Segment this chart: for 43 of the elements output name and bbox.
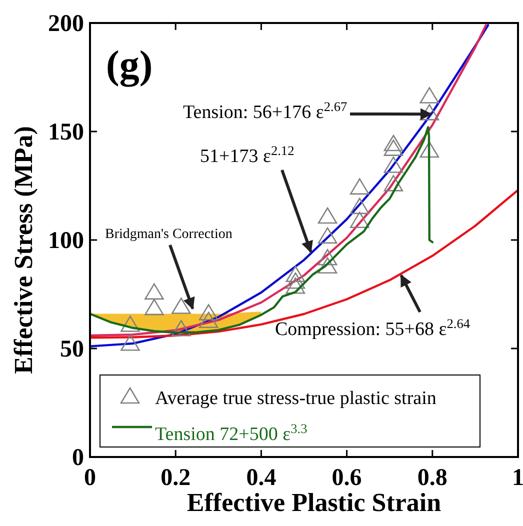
- x-tick-label: 0.8: [417, 465, 448, 491]
- point: [318, 249, 338, 266]
- point: [384, 134, 404, 152]
- x-tick-label: 0.2: [160, 465, 191, 491]
- point: [172, 320, 191, 336]
- point: [384, 140, 404, 156]
- point: [420, 141, 440, 158]
- y-tick-label: 100: [48, 228, 84, 254]
- annotation: 51+173 ε$^{2.12}$: [200, 142, 294, 167]
- annotation: Compression: 55+68 ε$^{2.64}$: [275, 316, 470, 340]
- legend-label: Average true stress-true plastic strain: [155, 388, 437, 409]
- point: [120, 334, 140, 351]
- point: [172, 298, 191, 314]
- legend-label: Tension 72+500 ε$^{3.3}$: [155, 420, 308, 445]
- point: [384, 156, 404, 173]
- y-tick-label: 200: [48, 11, 84, 37]
- point: [318, 207, 338, 224]
- point: [198, 304, 218, 320]
- annotation: (g): [106, 42, 153, 87]
- point: [420, 87, 440, 104]
- point: [198, 312, 218, 328]
- point: [384, 175, 404, 192]
- x-tick-label: 1: [512, 465, 523, 491]
- annotation: Bridgman's Correction: [105, 227, 232, 242]
- x-tick-label: 0.4: [246, 465, 276, 491]
- point: [286, 272, 306, 289]
- annotation: Tension: 56+176 ε$^{2.67}$: [183, 98, 348, 123]
- y-tick-label: 0: [72, 445, 84, 471]
- point: [144, 283, 164, 300]
- point: [318, 257, 338, 274]
- y-tick-label: 150: [48, 120, 84, 146]
- point: [350, 178, 370, 195]
- x-axis-title: Effective Plastic Strain: [186, 488, 442, 517]
- point: [286, 266, 306, 282]
- x-tick-label: 0.6: [332, 465, 362, 491]
- point: [120, 316, 140, 332]
- y-tick-label: 50: [60, 336, 84, 362]
- point: [318, 227, 338, 244]
- point: [350, 212, 370, 228]
- point: [286, 277, 306, 294]
- point: [144, 298, 164, 316]
- y-axis-title: Effective Stress (MPa): [9, 126, 38, 374]
- point: [350, 198, 370, 214]
